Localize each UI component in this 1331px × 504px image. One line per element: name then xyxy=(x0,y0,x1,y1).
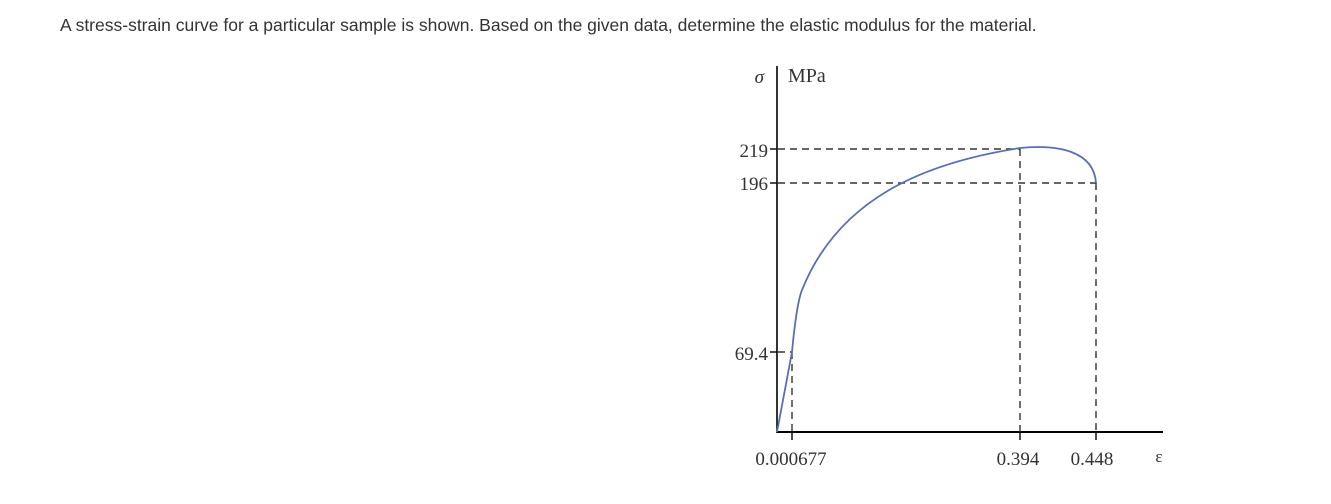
y-tick-label-69-4: 69.4 xyxy=(735,344,769,365)
y-axis-symbol: σ xyxy=(755,67,765,88)
x-tick-label-0-000677: 0.000677 xyxy=(755,449,826,470)
x-tick-label-0-448: 0.448 xyxy=(1071,449,1114,470)
y-axis-unit: MPa xyxy=(788,65,826,87)
stress-strain-curve xyxy=(776,146,1097,433)
guide-lines xyxy=(778,148,1097,432)
x-axis-symbol: ε xyxy=(1155,447,1162,466)
question-text: A stress-strain curve for a particular s… xyxy=(60,15,1037,35)
x-tick-label-0-394: 0.394 xyxy=(997,449,1040,470)
y-tick-label-219: 219 xyxy=(740,141,769,162)
y-tick-label-196: 196 xyxy=(740,174,769,195)
